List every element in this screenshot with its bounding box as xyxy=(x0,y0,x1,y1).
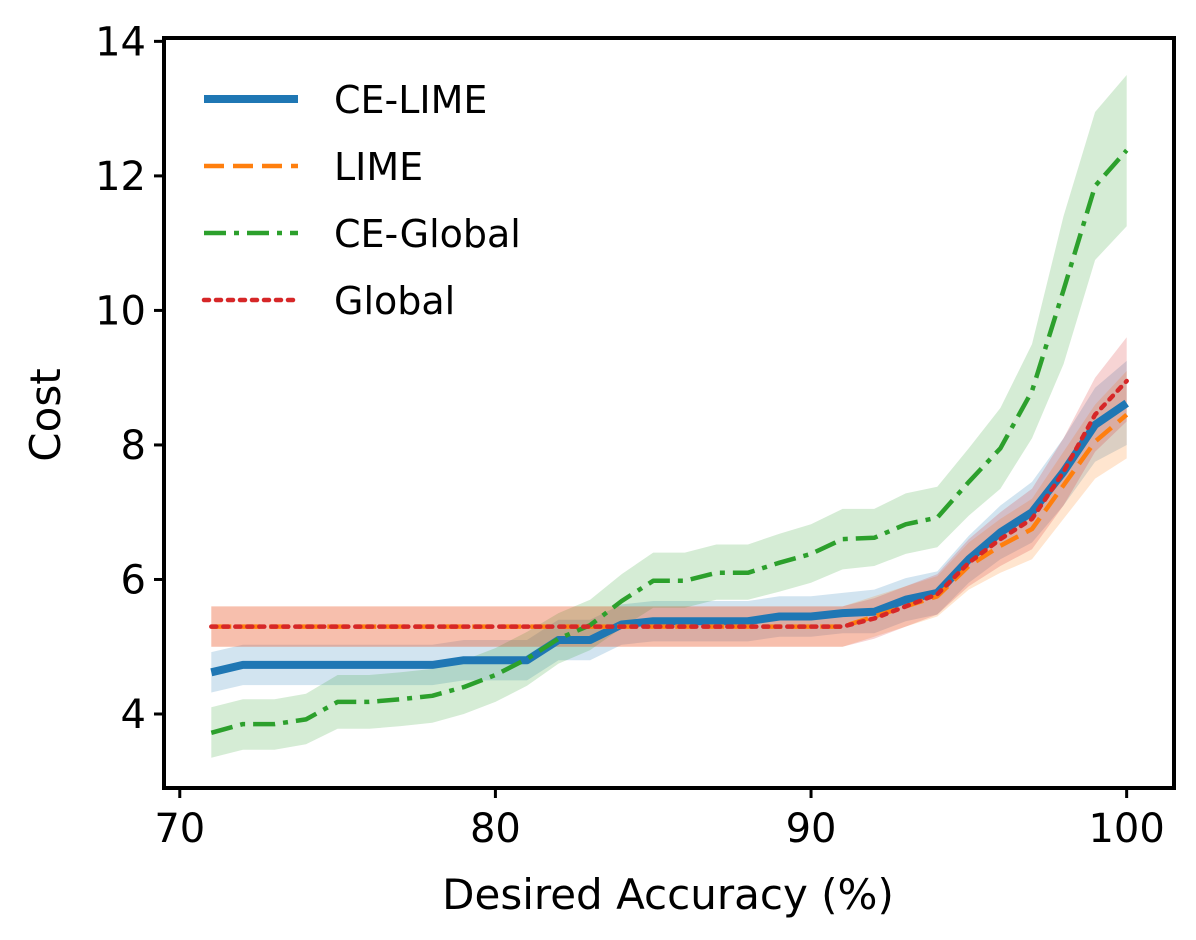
y-tick-label-4: 4 xyxy=(121,692,146,738)
series-lines xyxy=(209,148,1129,735)
x-tick-label-70: 70 xyxy=(154,806,205,852)
legend: CE-LIME LIME CE-Global Global xyxy=(201,78,521,323)
y-tick-label-8: 8 xyxy=(121,423,146,469)
ce-lime-line xyxy=(210,399,1129,677)
y-tick-label-10: 10 xyxy=(95,288,146,334)
legend-label-ce-lime: CE-LIME xyxy=(334,78,487,122)
x-axis-label: Desired Accuracy (%) xyxy=(442,870,894,919)
tick-marks: 70 80 90 100 4 6 8 10 12 14 xyxy=(95,19,1165,852)
axes xyxy=(162,36,1176,790)
lime-band xyxy=(211,371,1127,647)
legend-label-global: Global xyxy=(334,279,455,323)
y-tick-label-12: 12 xyxy=(95,154,146,200)
legend-label-lime: LIME xyxy=(334,145,423,189)
y-tick-label-14: 14 xyxy=(95,19,146,65)
x-tick-label-100: 100 xyxy=(1088,806,1164,852)
lime-line xyxy=(211,412,1129,629)
x-tick-label-80: 80 xyxy=(470,806,521,852)
global-band xyxy=(211,337,1127,647)
plot-frame xyxy=(162,36,1176,790)
global-line xyxy=(209,378,1129,629)
y-tick-label-6: 6 xyxy=(121,557,146,603)
x-tick-label-90: 90 xyxy=(786,806,837,852)
y-axis-label: Cost xyxy=(21,368,70,461)
legend-label-ce-global: CE-Global xyxy=(334,212,521,256)
ce-global-line xyxy=(210,148,1129,735)
